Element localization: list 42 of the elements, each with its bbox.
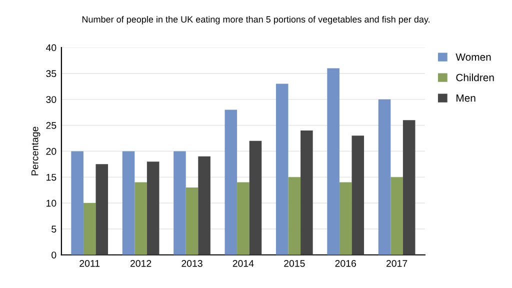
y-tick-label: 30 (46, 96, 56, 103)
bar (146, 162, 160, 255)
y-tick-label: 0 (52, 252, 56, 258)
y-tick-label: 5 (52, 226, 56, 233)
x-tick-label: 2015 (284, 260, 305, 267)
bar (327, 68, 340, 255)
bar (186, 187, 198, 255)
bar (83, 203, 96, 255)
x-tick-label: 2017 (386, 260, 408, 267)
bar (339, 182, 352, 255)
y-tick-label: 40 (46, 44, 56, 52)
y-axis-title: Percentage (32, 126, 40, 176)
bar (288, 177, 301, 255)
y-tick-label: 35 (46, 70, 56, 78)
y-tick-label: 10 (46, 200, 56, 207)
bar (237, 182, 250, 255)
bar (390, 177, 403, 255)
legend-label: Women (456, 54, 491, 61)
legend-label: Children (456, 74, 494, 82)
bar (122, 151, 135, 255)
x-tick-label: 2016 (335, 260, 356, 267)
bar (378, 99, 391, 255)
legend-label: Men (456, 94, 476, 102)
x-tick-label: 2012 (130, 260, 152, 267)
chart-title: Number of people in the UK eating more than 5 portions of vegetables and fish per day. (82, 16, 430, 24)
bar (224, 110, 238, 255)
y-tick-label: 20 (46, 148, 56, 155)
bar (300, 130, 313, 255)
x-tick-label: 2013 (182, 260, 202, 267)
bar (134, 182, 147, 255)
bar (352, 136, 364, 255)
bar (198, 156, 210, 255)
bar (249, 140, 262, 255)
x-tick-label: 2011 (80, 260, 100, 267)
bar (174, 151, 186, 255)
bar (276, 84, 288, 255)
bar (402, 120, 416, 255)
bar (96, 164, 108, 255)
bar (71, 151, 84, 255)
y-tick-label: 25 (46, 122, 56, 129)
y-tick-label: 15 (46, 174, 56, 181)
x-tick-label: 2014 (232, 260, 254, 267)
